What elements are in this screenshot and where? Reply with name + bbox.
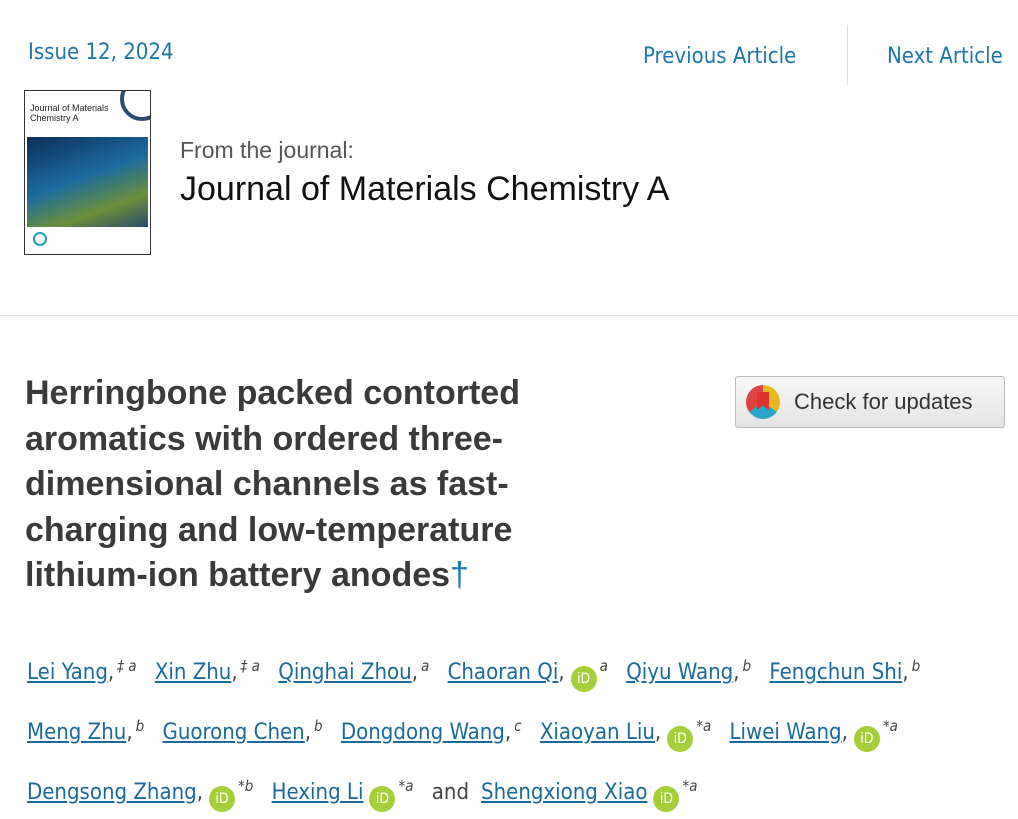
- author-item: Xin Zhu, ‡ a: [154, 657, 260, 686]
- affiliation-marker: a: [420, 657, 430, 675]
- author-link[interactable]: Hexing Li: [271, 779, 364, 805]
- author-item: Guorong Chen, b: [162, 716, 323, 746]
- orcid-icon[interactable]: iD: [653, 785, 680, 812]
- from-journal-label: From the journal:: [180, 137, 354, 163]
- next-article-link[interactable]: Next Article: [887, 44, 1003, 69]
- divider: [847, 25, 848, 85]
- rsc-logo-icon: [33, 232, 47, 246]
- affiliation-marker: ‡ a: [117, 657, 137, 675]
- author-item: Hexing Li iD*a: [271, 776, 414, 812]
- affiliation-marker: b: [911, 657, 921, 675]
- affiliation-marker: a: [599, 657, 608, 675]
- author-separator: ,: [304, 720, 312, 746]
- article-title: Herringbone packed contorted aromatics w…: [25, 371, 605, 599]
- author-link[interactable]: Shengxiong Xiao: [481, 779, 648, 805]
- cover-decoration: [120, 91, 150, 121]
- cover-artwork: [27, 137, 148, 227]
- affiliation-marker: b: [314, 716, 323, 735]
- author-link[interactable]: Qiyu Wang: [626, 660, 734, 686]
- orcid-icon[interactable]: iD: [369, 785, 396, 812]
- orcid-icon[interactable]: iD: [209, 785, 236, 812]
- author-separator: ,: [411, 660, 418, 686]
- affiliation-marker: *a: [696, 716, 712, 735]
- affiliation-marker: *b: [238, 776, 254, 795]
- author-separator: ,: [902, 660, 909, 686]
- divider: [0, 315, 1018, 316]
- author-list: Lei Yang, ‡ a Xin Zhu, ‡ a Qinghai Zhou, a …: [27, 640, 987, 819]
- author-item: Meng Zhu, b: [27, 716, 145, 746]
- author-separator: ,: [504, 720, 512, 746]
- author-separator: ,: [841, 720, 848, 746]
- journal-cover-image[interactable]: Journal of Materials Chemistry A: [24, 90, 151, 255]
- previous-article-link[interactable]: Previous Article: [643, 44, 797, 69]
- author-separator: ,: [654, 720, 662, 746]
- orcid-icon[interactable]: iD: [667, 726, 694, 753]
- affiliation-marker: b: [742, 657, 752, 675]
- article-title-text: Herringbone packed contorted aromatics w…: [25, 374, 520, 594]
- author-item: Dongdong Wang, c: [340, 716, 522, 746]
- affiliation-marker: *a: [682, 776, 698, 795]
- author-item: Qinghai Zhou, a: [278, 657, 430, 686]
- check-for-updates-button[interactable]: Check for updates: [735, 376, 1005, 428]
- author-item: Liwei Wang, iD*a: [729, 716, 898, 753]
- affiliation-marker: c: [514, 716, 522, 735]
- author-item: Qiyu Wang, b: [626, 657, 752, 686]
- affiliation-marker: b: [135, 716, 145, 735]
- author-item: Xiaoyan Liu, iD*a: [539, 716, 712, 753]
- author-link[interactable]: Fengchun Shi: [769, 660, 903, 686]
- supplementary-info-link[interactable]: †: [450, 556, 469, 594]
- issue-link[interactable]: Issue 12, 2024: [28, 40, 174, 65]
- affiliation-marker: ‡ a: [240, 657, 260, 675]
- author-link[interactable]: Dongdong Wang: [340, 720, 505, 746]
- and-text: and: [431, 779, 470, 805]
- author-separator: ,: [107, 660, 115, 686]
- author-item: Shengxiong Xiao iD*a: [481, 776, 698, 812]
- crossmark-icon: [746, 385, 780, 419]
- author-item: Lei Yang, ‡ a: [27, 657, 137, 686]
- affiliation-marker: *a: [882, 716, 898, 735]
- author-item: Dengsong Zhang, iD*b: [27, 776, 254, 812]
- author-separator: ,: [558, 660, 565, 686]
- author-link[interactable]: Lei Yang: [27, 660, 108, 686]
- author-separator: ,: [126, 720, 133, 746]
- author-separator: ,: [196, 779, 204, 805]
- journal-name: Journal of Materials Chemistry A: [180, 170, 670, 208]
- affiliation-marker: *a: [398, 776, 414, 795]
- author-link[interactable]: Xiaoyan Liu: [539, 720, 655, 746]
- author-link[interactable]: Chaoran Qi: [447, 660, 559, 686]
- check-for-updates-label: Check for updates: [794, 389, 973, 414]
- orcid-icon[interactable]: iD: [570, 666, 597, 693]
- author-link[interactable]: Guorong Chen: [162, 720, 305, 746]
- author-item: Chaoran Qi, iDa: [447, 657, 608, 693]
- author-separator: ,: [231, 660, 238, 686]
- author-item: Fengchun Shi, b: [769, 657, 921, 686]
- author-link[interactable]: Dengsong Zhang: [27, 779, 197, 805]
- author-link[interactable]: Xin Zhu: [154, 660, 232, 686]
- author-link[interactable]: Meng Zhu: [27, 720, 127, 746]
- orcid-icon[interactable]: iD: [853, 726, 880, 753]
- cover-title: Journal of Materials Chemistry A: [30, 103, 109, 123]
- author-link[interactable]: Qinghai Zhou: [278, 660, 412, 686]
- author-link[interactable]: Liwei Wang: [729, 720, 842, 746]
- author-separator: ,: [733, 660, 740, 686]
